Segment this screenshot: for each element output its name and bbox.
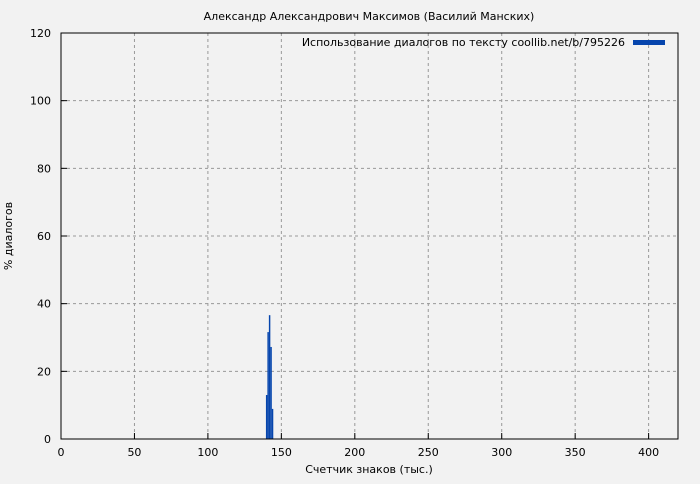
bar bbox=[271, 408, 274, 439]
legend-label: Использование диалогов по тексту coollib… bbox=[302, 36, 625, 49]
bar bbox=[267, 332, 269, 439]
chart-title: Александр Александрович Максимов (Васили… bbox=[204, 10, 535, 23]
legend-swatch bbox=[633, 40, 665, 45]
x-axis-label: Счетчик знаков (тыс.) bbox=[305, 463, 433, 476]
x-tick-label: 150 bbox=[271, 446, 292, 459]
x-tick-label: 400 bbox=[638, 446, 659, 459]
y-tick-label: 60 bbox=[37, 230, 51, 243]
bar bbox=[265, 395, 268, 439]
y-tick-label: 100 bbox=[30, 95, 51, 108]
y-tick-label: 40 bbox=[37, 298, 51, 311]
x-tick-label: 250 bbox=[418, 446, 439, 459]
x-tick-label: 300 bbox=[491, 446, 512, 459]
y-tick-label: 20 bbox=[37, 365, 51, 378]
bar bbox=[270, 346, 272, 439]
x-tick-label: 0 bbox=[58, 446, 65, 459]
y-axis-label: % диалогов bbox=[2, 202, 15, 270]
x-tick-label: 50 bbox=[127, 446, 141, 459]
y-tick-label: 0 bbox=[44, 433, 51, 446]
x-tick-label: 100 bbox=[197, 446, 218, 459]
x-tick-label: 200 bbox=[344, 446, 365, 459]
y-tick-label: 120 bbox=[30, 27, 51, 40]
y-tick-label: 80 bbox=[37, 162, 51, 175]
x-tick-label: 350 bbox=[565, 446, 586, 459]
bar bbox=[268, 315, 271, 439]
